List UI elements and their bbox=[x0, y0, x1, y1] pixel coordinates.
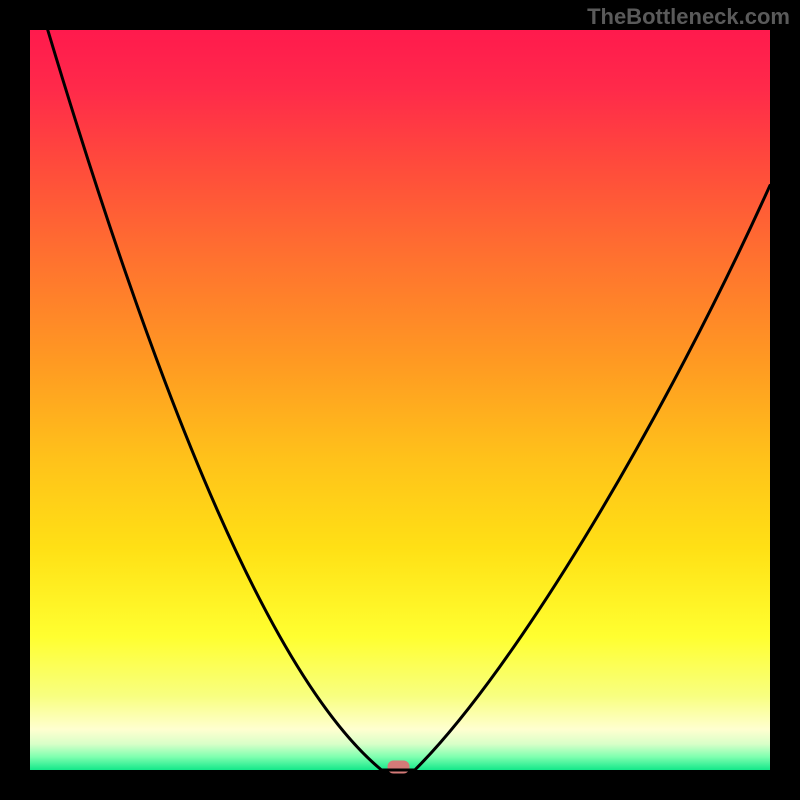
watermark-text: TheBottleneck.com bbox=[587, 4, 790, 30]
chart-container: TheBottleneck.com bbox=[0, 0, 800, 800]
bottleneck-chart bbox=[0, 0, 800, 800]
plot-background bbox=[30, 30, 770, 770]
min-marker bbox=[388, 761, 410, 774]
